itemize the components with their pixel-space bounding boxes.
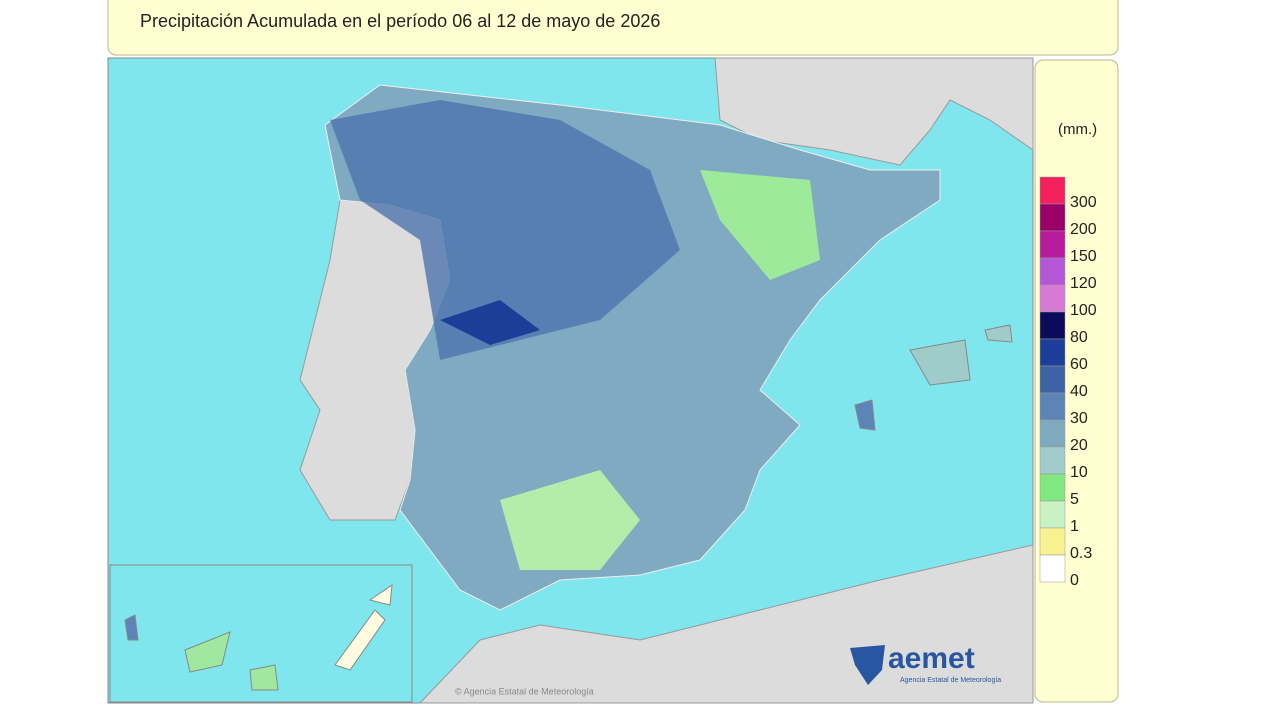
legend-swatch bbox=[1039, 230, 1066, 259]
dry-south bbox=[500, 470, 640, 570]
fuerteventura bbox=[334, 609, 386, 671]
la-palma bbox=[124, 614, 139, 641]
legend-label: 0 bbox=[1070, 572, 1079, 589]
legend-label: 80 bbox=[1070, 329, 1088, 346]
legend-label: 0.3 bbox=[1070, 545, 1092, 562]
legend-swatch bbox=[1039, 527, 1066, 556]
legend-swatch bbox=[1039, 203, 1066, 232]
rain-center bbox=[440, 300, 540, 345]
logo-name: aemet bbox=[888, 642, 975, 675]
map: © Agencia Estatal de Meteorología aemet … bbox=[107, 57, 1034, 704]
legend-swatch bbox=[1039, 365, 1066, 394]
legend-swatch bbox=[1039, 473, 1066, 502]
legend-label: 150 bbox=[1070, 248, 1097, 265]
legend: 300 200 150 120 100 80 60 40 30 20 10 5 1 0.3 0 bbox=[1039, 176, 1097, 589]
legend-swatch bbox=[1039, 338, 1066, 367]
title-box bbox=[107, 0, 1119, 56]
legend-swatch bbox=[1039, 176, 1066, 205]
mallorca bbox=[909, 339, 971, 386]
legend-label: 100 bbox=[1070, 302, 1097, 319]
legend-swatch bbox=[1039, 446, 1066, 475]
legend-label: 120 bbox=[1070, 275, 1097, 292]
legend-swatch bbox=[1039, 392, 1066, 421]
lanzarote bbox=[368, 583, 393, 606]
legend-label: 60 bbox=[1070, 356, 1088, 373]
legend-label: 20 bbox=[1070, 437, 1088, 454]
legend-label: 10 bbox=[1070, 464, 1088, 481]
legend-label: 200 bbox=[1070, 221, 1097, 238]
rain-north bbox=[330, 100, 680, 360]
legend-swatch bbox=[1039, 284, 1066, 313]
tenerife bbox=[184, 631, 231, 673]
legend-label: 5 bbox=[1070, 491, 1079, 508]
logo-icon bbox=[850, 645, 885, 685]
watermark: © Agencia Estatal de Meteorología bbox=[455, 686, 594, 696]
legend-label: 300 bbox=[1070, 194, 1097, 211]
legend-swatch bbox=[1039, 257, 1066, 286]
legend-label: 30 bbox=[1070, 410, 1088, 427]
title: Precipitación Acumulada en el período 06… bbox=[140, 11, 660, 31]
gran-canaria bbox=[249, 664, 279, 691]
logo-tagline: Agencia Estatal de Meteorología bbox=[900, 677, 1001, 684]
legend-label: 40 bbox=[1070, 383, 1088, 400]
legend-swatch bbox=[1039, 311, 1066, 340]
ibiza bbox=[854, 399, 876, 431]
legend-unit: (mm.) bbox=[1058, 121, 1097, 138]
legend-label: 1 bbox=[1070, 518, 1079, 535]
legend-swatch bbox=[1039, 500, 1066, 529]
legend-swatch bbox=[1039, 419, 1066, 448]
dry-ebro bbox=[700, 170, 820, 280]
legend-swatch bbox=[1039, 554, 1066, 583]
menorca bbox=[984, 324, 1013, 343]
